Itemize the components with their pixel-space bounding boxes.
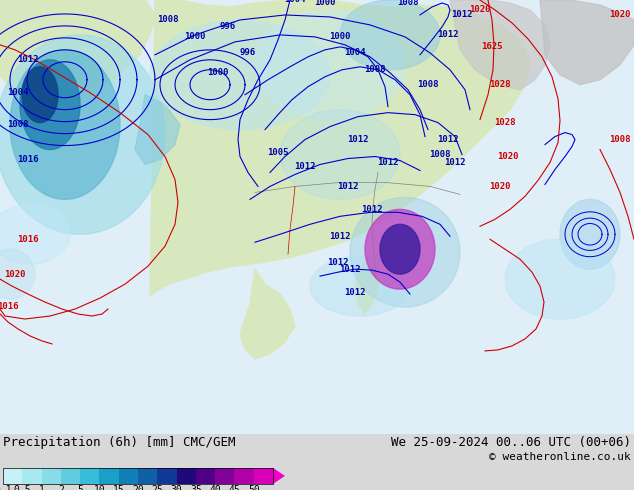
Text: 1008: 1008 <box>157 16 179 24</box>
Text: 1016: 1016 <box>17 155 39 164</box>
Text: 5: 5 <box>77 485 83 490</box>
Polygon shape <box>0 0 155 105</box>
Text: 45: 45 <box>228 485 240 490</box>
Bar <box>100 468 119 484</box>
Polygon shape <box>365 209 435 289</box>
Text: 1028: 1028 <box>489 80 511 89</box>
Text: 20: 20 <box>132 485 144 490</box>
Text: 1004: 1004 <box>344 49 366 57</box>
Polygon shape <box>273 468 285 484</box>
Text: 1020: 1020 <box>497 152 519 161</box>
Text: 1012: 1012 <box>17 55 39 64</box>
Text: 2: 2 <box>58 485 64 490</box>
Text: 1012: 1012 <box>344 288 366 296</box>
Text: 1020: 1020 <box>469 5 491 15</box>
Text: 1012: 1012 <box>327 258 349 267</box>
Text: 1: 1 <box>39 485 44 490</box>
Polygon shape <box>0 35 165 234</box>
Text: 1012: 1012 <box>444 158 466 167</box>
Text: 30: 30 <box>171 485 183 490</box>
Text: 1012: 1012 <box>329 232 351 241</box>
Text: 1012: 1012 <box>377 158 399 167</box>
Text: 1004: 1004 <box>7 88 29 97</box>
Text: 996: 996 <box>220 23 236 31</box>
Text: We 25-09-2024 00..06 UTC (00+06): We 25-09-2024 00..06 UTC (00+06) <box>391 436 631 449</box>
Polygon shape <box>255 10 405 120</box>
Bar <box>177 468 196 484</box>
Text: 1012: 1012 <box>361 205 383 214</box>
Polygon shape <box>340 0 440 70</box>
Polygon shape <box>540 0 634 85</box>
Text: 1012: 1012 <box>294 162 316 171</box>
Text: © weatheronline.co.uk: © weatheronline.co.uk <box>489 452 631 462</box>
Bar <box>119 468 138 484</box>
Text: 1020: 1020 <box>4 270 26 279</box>
Text: 25: 25 <box>152 485 163 490</box>
Bar <box>254 468 273 484</box>
Polygon shape <box>135 95 180 165</box>
Text: 50: 50 <box>248 485 259 490</box>
Bar <box>22 468 42 484</box>
Text: 1020: 1020 <box>489 182 511 191</box>
Text: 1000: 1000 <box>184 32 206 41</box>
Polygon shape <box>0 204 70 264</box>
Bar <box>80 468 100 484</box>
Text: 1020: 1020 <box>609 10 631 20</box>
Bar <box>215 468 235 484</box>
Text: 1005: 1005 <box>268 148 288 157</box>
Polygon shape <box>150 0 530 296</box>
Text: 0.1: 0.1 <box>0 485 12 490</box>
Polygon shape <box>22 67 58 122</box>
Polygon shape <box>150 20 330 129</box>
Polygon shape <box>380 224 420 274</box>
Bar <box>196 468 215 484</box>
Text: 10: 10 <box>94 485 105 490</box>
Polygon shape <box>240 269 295 359</box>
Text: 1012: 1012 <box>347 135 369 144</box>
Text: 1000: 1000 <box>207 68 229 77</box>
Text: 1004: 1004 <box>284 0 306 4</box>
Text: 1016: 1016 <box>0 301 19 311</box>
Polygon shape <box>280 110 400 199</box>
Polygon shape <box>560 199 620 269</box>
Polygon shape <box>0 249 35 299</box>
Text: Precipitation (6h) [mm] CMC/GEM: Precipitation (6h) [mm] CMC/GEM <box>3 436 235 449</box>
Polygon shape <box>310 256 410 316</box>
Polygon shape <box>350 197 460 307</box>
Bar <box>42 468 61 484</box>
Text: 1016: 1016 <box>17 235 39 244</box>
Text: 1012: 1012 <box>437 135 459 144</box>
Text: 1625: 1625 <box>481 42 503 51</box>
Text: 1008: 1008 <box>7 120 29 129</box>
Bar <box>3 468 22 484</box>
Text: 1028: 1028 <box>495 118 515 127</box>
Bar <box>157 468 177 484</box>
Text: 1008: 1008 <box>417 80 439 89</box>
Bar <box>138 468 157 484</box>
Text: 1008: 1008 <box>365 65 385 74</box>
Polygon shape <box>450 0 550 90</box>
Text: 1012: 1012 <box>437 30 459 39</box>
Bar <box>3 468 273 484</box>
Text: 1012: 1012 <box>337 182 359 191</box>
Text: 1008: 1008 <box>429 150 451 159</box>
Text: 15: 15 <box>113 485 125 490</box>
Bar <box>235 468 254 484</box>
Text: 1008: 1008 <box>609 135 631 144</box>
Polygon shape <box>355 259 378 314</box>
Polygon shape <box>20 60 80 149</box>
Polygon shape <box>505 239 615 319</box>
Text: 35: 35 <box>190 485 202 490</box>
Text: 40: 40 <box>209 485 221 490</box>
Polygon shape <box>10 50 120 199</box>
Bar <box>61 468 80 484</box>
Text: 996: 996 <box>240 49 256 57</box>
Text: 1008: 1008 <box>398 0 418 7</box>
Text: 1000: 1000 <box>314 0 336 7</box>
Text: 1012: 1012 <box>339 265 361 273</box>
Text: 1000: 1000 <box>329 32 351 41</box>
Text: 0.5: 0.5 <box>13 485 31 490</box>
Text: 1012: 1012 <box>451 10 473 20</box>
